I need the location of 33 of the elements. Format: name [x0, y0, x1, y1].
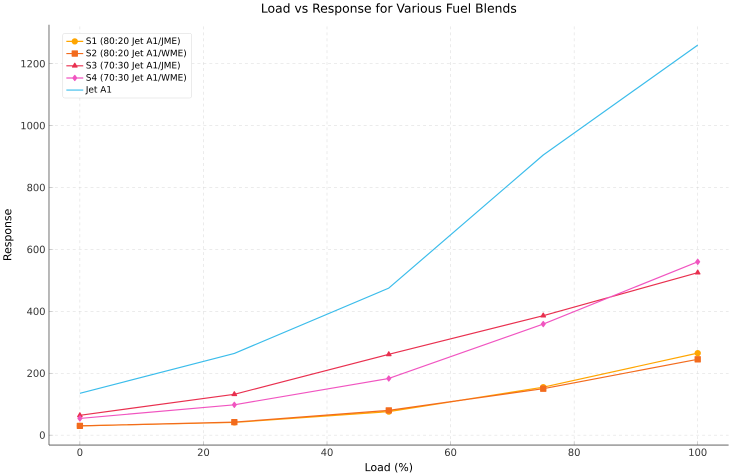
- legend-label: Jet A1: [85, 86, 112, 94]
- x-tick-label: 80: [568, 448, 580, 456]
- y-tick-label: 800: [27, 184, 45, 192]
- y-tick-label: 200: [27, 370, 45, 378]
- x-tick-label: 100: [689, 448, 707, 456]
- point: [694, 350, 701, 356]
- point: [232, 402, 237, 408]
- point: [540, 312, 546, 318]
- y-tick-label: 1000: [21, 122, 45, 130]
- x-tick-label: 0: [77, 448, 82, 456]
- legend-label: S1 (80:20 Jet A1/JME): [86, 37, 180, 46]
- x-tick-label: 60: [444, 448, 456, 456]
- point: [77, 415, 82, 422]
- y-axis-title: Response: [3, 209, 14, 260]
- x-tick-label: 40: [321, 448, 333, 456]
- point: [232, 391, 238, 396]
- x-axis-title: Load (%): [366, 462, 412, 473]
- point: [694, 356, 701, 363]
- legend-label: S2 (80:20 Jet A1/WME): [86, 50, 186, 58]
- legend-label: S3 (70:30 Jet A1/JME): [86, 62, 180, 70]
- y-tick-label: 1200: [21, 60, 45, 68]
- y-tick-label: 400: [27, 308, 45, 316]
- y-tick-label: 600: [27, 246, 45, 254]
- point: [386, 375, 392, 382]
- point: [695, 258, 700, 266]
- x-tick-label: 20: [198, 448, 210, 456]
- point: [694, 270, 701, 275]
- point: [386, 351, 392, 356]
- y-tick-label: 0: [40, 431, 45, 439]
- point: [540, 320, 546, 328]
- chart-title: Load vs Response for Various Fuel Blends: [262, 3, 516, 16]
- legend-label: S4 (70:30 Jet A1/WME): [86, 74, 186, 82]
- line-series: [79, 44, 698, 394]
